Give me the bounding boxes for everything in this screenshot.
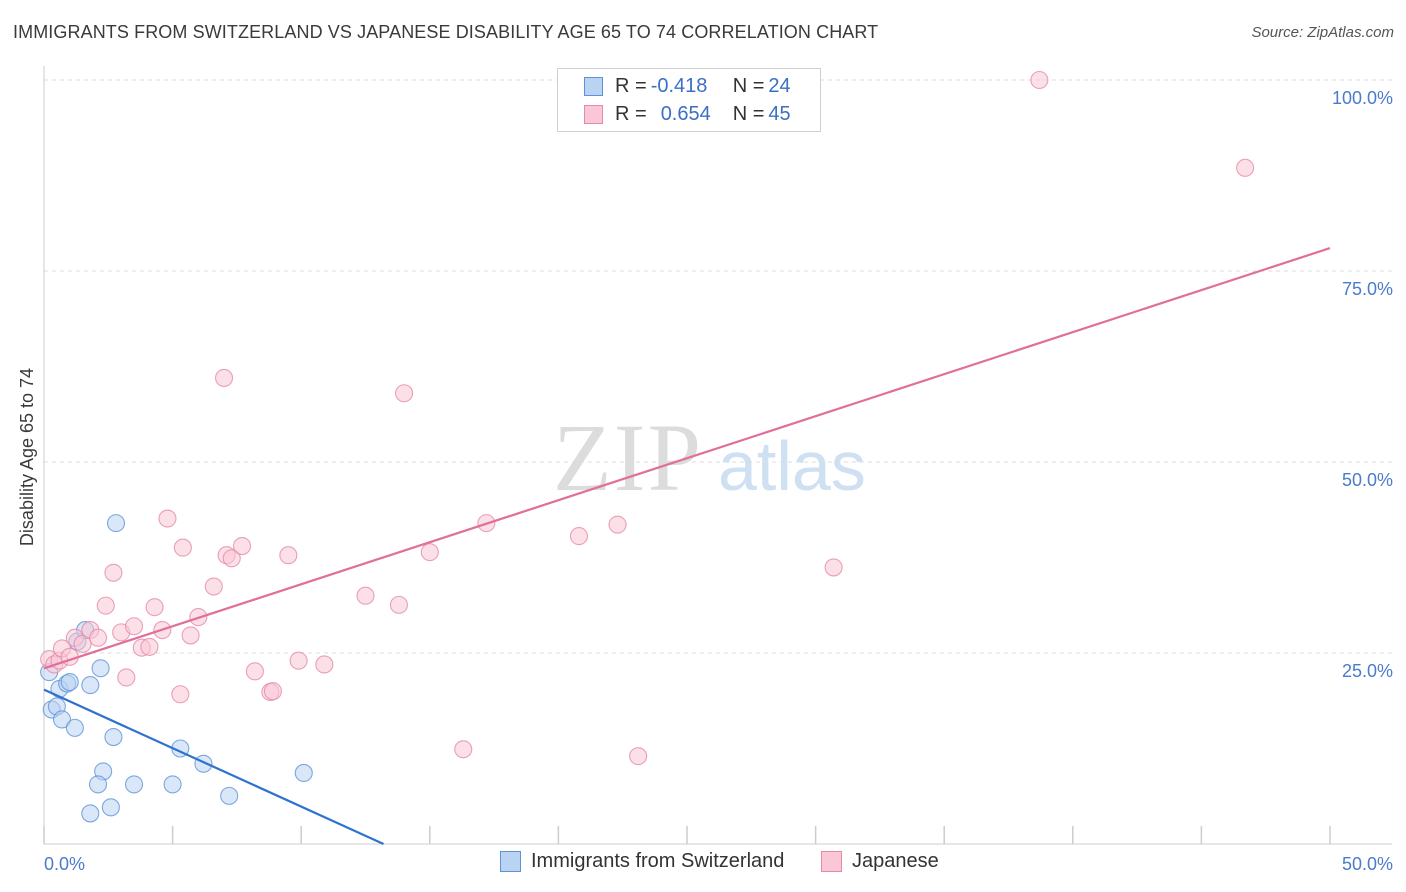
legend-n-label: N = <box>732 102 765 125</box>
series-label-blue: Immigrants from Switzerland <box>531 850 785 872</box>
y-axis-title: Disability Age 65 to 74 <box>17 368 37 546</box>
data-point-pink <box>1236 158 1255 177</box>
data-point-blue <box>88 775 108 794</box>
series-legend: Immigrants from Switzerland Japanese <box>0 850 1406 878</box>
data-point-blue <box>101 798 120 817</box>
chart-source: Source: ZipAtlas.com <box>1251 24 1394 41</box>
data-point-blue <box>106 514 126 533</box>
legend-r-label: R = <box>615 102 647 125</box>
data-point-blue <box>220 786 239 805</box>
data-point-pink <box>173 538 192 557</box>
data-point-pink <box>629 747 648 766</box>
series-legend-item-blue: Immigrants from Switzerland <box>500 850 784 873</box>
data-point-pink <box>73 634 92 653</box>
data-point-pink <box>420 543 439 562</box>
data-point-pink <box>88 628 108 647</box>
legend-n-label: N = <box>732 74 765 97</box>
data-point-pink <box>315 655 334 674</box>
y-tick-label: 50.0% <box>1342 470 1393 490</box>
legend-n-value: 24 <box>768 74 791 97</box>
data-point-pink <box>608 515 627 534</box>
data-point-pink <box>104 563 123 582</box>
legend-r-label: R = <box>615 74 647 97</box>
y-tick-label: 75.0% <box>1342 279 1393 299</box>
data-point-pink <box>117 668 136 687</box>
data-point-blue <box>124 775 144 794</box>
data-point-pink <box>181 626 200 645</box>
data-point-pink <box>222 549 241 568</box>
data-point-pink <box>124 617 144 636</box>
data-point-pink <box>232 536 252 556</box>
x-tick-label: 50.0% <box>1342 854 1393 874</box>
data-point-pink <box>140 637 159 656</box>
data-point-pink <box>214 368 234 388</box>
axes <box>43 66 1392 845</box>
watermark: ZIP atlas <box>553 404 866 511</box>
chart-title: IMMIGRANTS FROM SWITZERLAND VS JAPANESE … <box>13 22 879 42</box>
data-point-pink <box>389 595 408 614</box>
data-point-pink <box>279 546 298 565</box>
legend-r-value: 0.654 <box>660 102 711 125</box>
series-legend-item-pink: Japanese <box>821 850 939 873</box>
data-point-pink <box>824 558 843 577</box>
data-point-pink <box>454 740 473 759</box>
legend-row-blue: R = -0.418 N = 24 <box>558 72 791 100</box>
axis-labels: Disability Age 65 to 74 25.0% 50.0% 75.0% 1… <box>17 88 1393 874</box>
data-point-blue <box>91 659 110 678</box>
series-swatch-blue <box>500 851 521 872</box>
data-point-pink <box>569 527 589 546</box>
data-point-pink <box>96 596 115 615</box>
data-point-pink <box>289 651 308 670</box>
series-swatch-pink <box>821 851 842 872</box>
legend-r-value: -0.418 <box>650 74 708 97</box>
data-point-blue <box>60 672 79 692</box>
y-tick-label: 100.0% <box>1332 88 1393 108</box>
trend-lines <box>43 247 1331 846</box>
y-tick-label: 25.0% <box>1342 661 1393 681</box>
watermark-atlas-text: atlas <box>718 427 866 505</box>
data-point-blue <box>81 804 100 823</box>
data-point-blue <box>65 718 84 737</box>
data-point-pink <box>171 685 190 704</box>
data-point-blue <box>81 676 100 695</box>
trend-line-pink <box>43 247 1331 670</box>
data-point-pink <box>395 384 414 403</box>
data-point-pink <box>204 577 223 596</box>
legend-swatch-blue <box>584 76 603 96</box>
x-tick-label: 0.0% <box>44 854 85 874</box>
data-point-pink <box>145 598 164 617</box>
trend-line-blue <box>43 688 384 846</box>
data-point-blue <box>52 710 72 729</box>
legend-swatch-pink <box>584 104 603 124</box>
data-point-blue <box>104 727 123 747</box>
gridlines <box>44 79 1392 654</box>
data-points <box>40 70 1255 823</box>
data-point-blue <box>163 775 182 794</box>
correlation-legend: R = -0.418 N = 24 R = 0.654 N = 45 <box>557 68 821 132</box>
data-point-blue <box>294 763 313 782</box>
data-point-pink <box>263 682 282 701</box>
data-point-pink <box>245 662 264 681</box>
data-point-pink <box>1030 70 1049 90</box>
legend-n-value: 45 <box>768 102 791 125</box>
series-label-pink: Japanese <box>852 850 939 872</box>
legend-row-pink: R = 0.654 N = 45 <box>558 100 791 128</box>
data-point-pink <box>356 586 375 605</box>
data-point-pink <box>158 509 177 528</box>
